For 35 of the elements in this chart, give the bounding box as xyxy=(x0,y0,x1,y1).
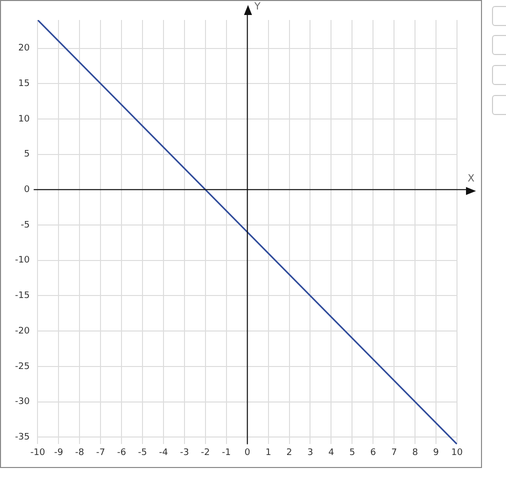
x-tick-label: 1 xyxy=(265,448,272,458)
y-tick-label: 10 xyxy=(18,114,30,124)
x-tick-label: 10 xyxy=(451,448,463,458)
x-tick-label: 4 xyxy=(328,448,334,458)
y-tick-label: -15 xyxy=(14,291,30,302)
x-tick-label: 3 xyxy=(307,448,314,458)
x-tick-label: -9 xyxy=(54,448,64,458)
x-tick-label: 9 xyxy=(433,448,440,458)
x-tick-label: -10 xyxy=(30,448,46,458)
x-tick-label: -8 xyxy=(75,448,84,458)
y-tick-label: -10 xyxy=(14,256,30,266)
x-tick-label: -4 xyxy=(159,448,168,458)
y-tick-label: 15 xyxy=(18,78,30,89)
x-tick-label: 6 xyxy=(370,448,376,458)
x-tick-label: -2 xyxy=(200,448,210,458)
x-tick-label: -5 xyxy=(138,448,148,458)
x-tick-label: 2 xyxy=(286,448,292,458)
x-tick-label: -6 xyxy=(117,448,126,458)
y-tick-label: 0 xyxy=(24,185,30,196)
y-tick-label: 5 xyxy=(24,150,30,160)
y-tick-label: -20 xyxy=(14,326,30,336)
x-tick-label: 8 xyxy=(412,448,418,458)
x-tick-label: -3 xyxy=(180,448,189,458)
x-tick-label: -1 xyxy=(222,448,231,458)
y-tick-label: -35 xyxy=(14,432,30,442)
x-tick-label: 5 xyxy=(349,448,356,458)
y-tick-label: -25 xyxy=(14,362,30,372)
x-tick-label: 7 xyxy=(391,448,397,458)
y-tick-label: -30 xyxy=(14,397,30,408)
y-axis-title: Y xyxy=(253,2,262,13)
x-tick-label: -7 xyxy=(96,448,106,458)
x-tick-label: 0 xyxy=(244,448,250,458)
y-tick-label: -5 xyxy=(20,220,30,230)
y-tick-label: 20 xyxy=(18,44,30,54)
x-axis-title: X xyxy=(468,173,475,184)
